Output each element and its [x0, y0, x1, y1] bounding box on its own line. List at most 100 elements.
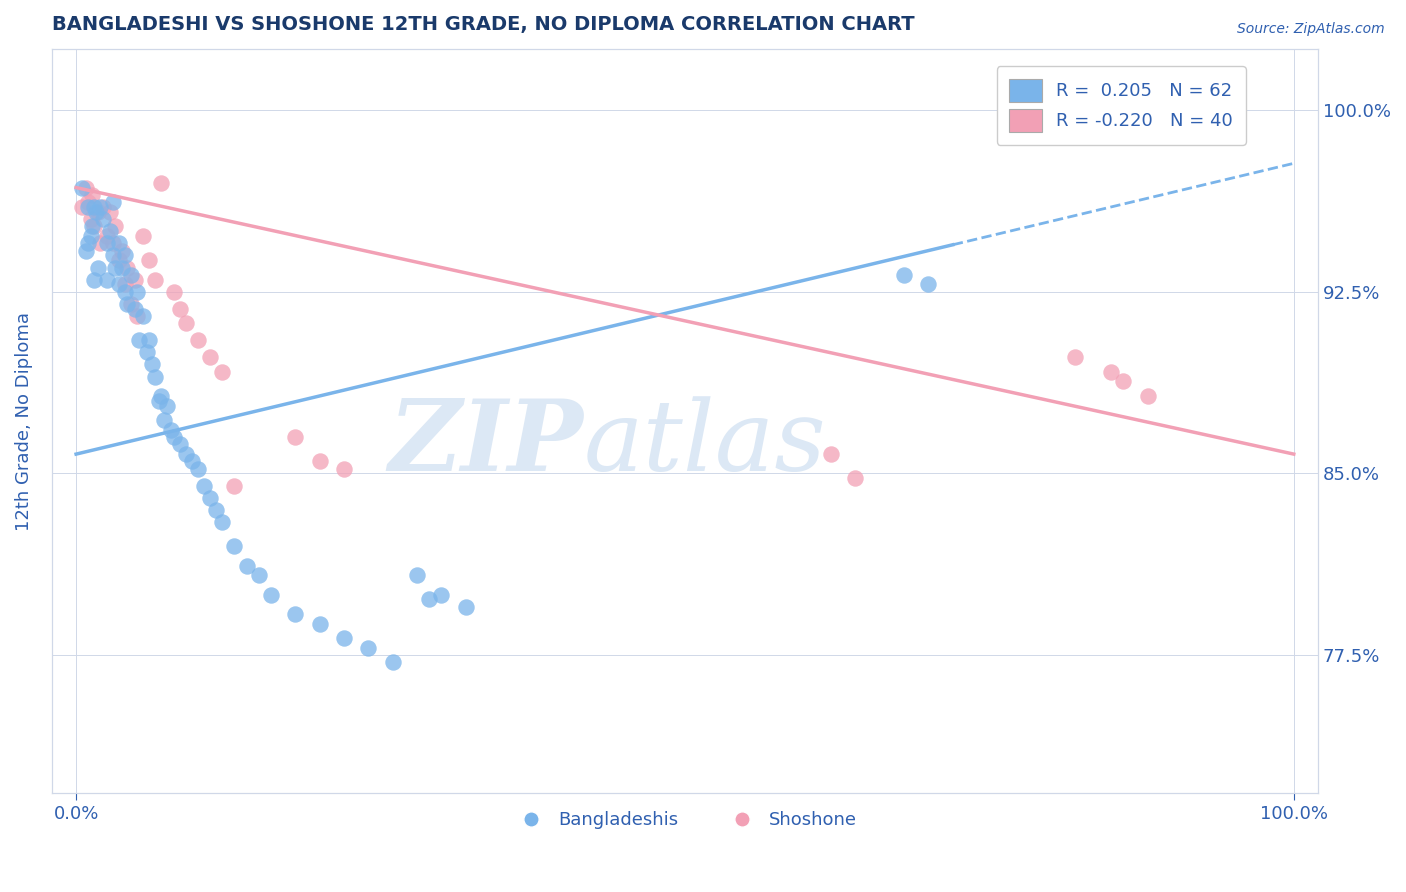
- Point: [148, 393, 170, 408]
- Point: [247, 568, 270, 582]
- Point: [89, 200, 111, 214]
- Point: [180, 454, 202, 468]
- Point: [114, 277, 136, 292]
- Point: [169, 437, 191, 451]
- Point: [124, 273, 146, 287]
- Point: [87, 260, 110, 275]
- Point: [91, 200, 114, 214]
- Text: Source: ZipAtlas.com: Source: ZipAtlas.com: [1237, 22, 1385, 37]
- Point: [224, 539, 246, 553]
- Point: [84, 204, 107, 219]
- Point: [224, 478, 246, 492]
- Point: [138, 253, 160, 268]
- Point: [87, 204, 110, 219]
- Point: [187, 461, 209, 475]
- Point: [117, 260, 139, 275]
- Point: [80, 212, 103, 227]
- Point: [174, 447, 197, 461]
- Point: [120, 297, 142, 311]
- Point: [80, 219, 103, 234]
- Point: [406, 568, 429, 582]
- Text: ZIP: ZIP: [388, 395, 583, 492]
- Point: [211, 365, 233, 379]
- Point: [333, 461, 356, 475]
- Point: [98, 204, 121, 219]
- Point: [844, 471, 866, 485]
- Point: [211, 515, 233, 529]
- Text: atlas: atlas: [583, 396, 827, 491]
- Legend: Bangladeshis, Shoshone: Bangladeshis, Shoshone: [506, 804, 863, 837]
- Point: [260, 588, 283, 602]
- Point: [107, 277, 129, 292]
- Y-axis label: 12th Grade, No Diploma: 12th Grade, No Diploma: [15, 312, 32, 531]
- Point: [101, 195, 124, 210]
- Point: [284, 607, 307, 621]
- Point: [284, 430, 307, 444]
- Point: [820, 447, 842, 461]
- Point: [89, 236, 111, 251]
- Point: [104, 219, 127, 234]
- Text: BANGLADESHI VS SHOSHONE 12TH GRADE, NO DIPLOMA CORRELATION CHART: BANGLADESHI VS SHOSHONE 12TH GRADE, NO D…: [52, 15, 914, 34]
- Point: [308, 454, 330, 468]
- Point: [357, 640, 380, 655]
- Point: [77, 195, 100, 210]
- Point: [187, 333, 209, 347]
- Point: [138, 333, 160, 347]
- Point: [83, 200, 105, 214]
- Point: [156, 399, 179, 413]
- Point: [75, 244, 97, 258]
- Point: [143, 273, 166, 287]
- Point: [141, 358, 163, 372]
- Point: [1099, 365, 1122, 379]
- Point: [198, 491, 221, 505]
- Point: [96, 229, 118, 244]
- Point: [193, 478, 215, 492]
- Point: [198, 350, 221, 364]
- Point: [107, 236, 129, 251]
- Point: [1112, 375, 1135, 389]
- Point: [150, 389, 173, 403]
- Point: [107, 253, 129, 268]
- Point: [114, 248, 136, 262]
- Point: [917, 277, 939, 292]
- Point: [111, 244, 134, 258]
- Point: [125, 309, 148, 323]
- Point: [430, 588, 453, 602]
- Point: [114, 285, 136, 299]
- Point: [1136, 389, 1159, 403]
- Point: [83, 273, 105, 287]
- Point: [91, 212, 114, 227]
- Point: [111, 260, 134, 275]
- Point: [77, 236, 100, 251]
- Point: [169, 301, 191, 316]
- Point: [174, 316, 197, 330]
- Point: [205, 503, 228, 517]
- Point: [101, 248, 124, 262]
- Point: [104, 260, 127, 275]
- Point: [162, 285, 184, 299]
- Point: [152, 413, 174, 427]
- Point: [235, 558, 257, 573]
- Point: [96, 236, 118, 251]
- Point: [125, 285, 148, 299]
- Point: [1063, 350, 1085, 364]
- Point: [101, 236, 124, 251]
- Point: [70, 200, 93, 214]
- Point: [124, 301, 146, 316]
- Point: [70, 180, 93, 194]
- Point: [77, 200, 100, 214]
- Point: [75, 180, 97, 194]
- Point: [308, 616, 330, 631]
- Point: [132, 309, 155, 323]
- Point: [80, 229, 103, 244]
- Point: [80, 187, 103, 202]
- Point: [418, 592, 440, 607]
- Point: [96, 273, 118, 287]
- Point: [150, 176, 173, 190]
- Point: [162, 430, 184, 444]
- Point: [160, 423, 183, 437]
- Point: [135, 345, 157, 359]
- Point: [120, 268, 142, 282]
- Point: [381, 656, 404, 670]
- Point: [143, 369, 166, 384]
